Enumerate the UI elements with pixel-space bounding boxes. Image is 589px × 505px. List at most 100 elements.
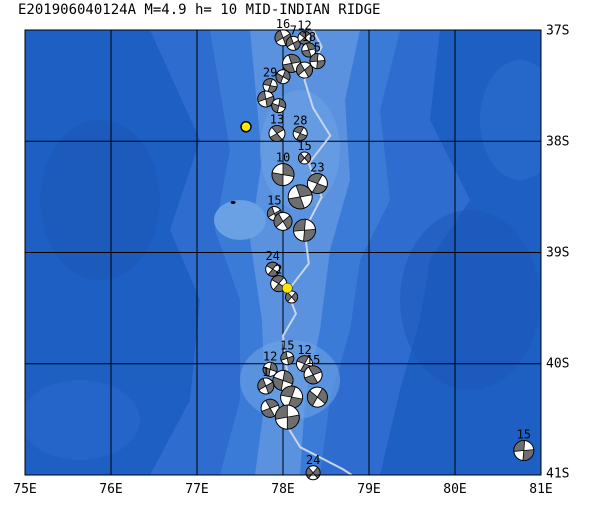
- beachball[interactable]: [291, 124, 309, 142]
- event-depth-label: 5: [314, 41, 321, 55]
- beachball-compression: [303, 228, 316, 242]
- beachball[interactable]: [285, 290, 299, 304]
- event-depth-label: 16: [276, 17, 290, 31]
- x-tick-label: 75E: [13, 482, 37, 497]
- beachball-compression: [291, 291, 299, 303]
- beachball-compression: [296, 132, 308, 141]
- beachball-compression: [316, 60, 326, 70]
- map-frame: [24, 29, 542, 476]
- x-tick-label: 76E: [99, 482, 123, 497]
- beachball[interactable]: [270, 400, 304, 434]
- beachball[interactable]: [510, 436, 538, 464]
- beachball-compression: [271, 102, 280, 114]
- beachball[interactable]: [284, 180, 317, 213]
- event-depth-label: 13: [270, 112, 284, 126]
- beachball-compression: [513, 440, 526, 452]
- beachball-compression: [272, 376, 284, 391]
- beachball[interactable]: [277, 382, 307, 412]
- beachball-compression: [522, 449, 535, 461]
- beachball-compression: [274, 404, 288, 420]
- event-depth-label: 28: [293, 113, 307, 127]
- beachball-compression: [305, 42, 317, 51]
- beachball-compression: [282, 215, 293, 230]
- event-depth-label: 23: [310, 161, 324, 175]
- x-tick-label: 80E: [443, 482, 467, 497]
- beachball[interactable]: [299, 40, 318, 59]
- beachball-compression: [271, 172, 284, 187]
- beachball-compression: [269, 132, 283, 142]
- beachball-compression: [285, 36, 294, 48]
- beachball-compression: [267, 206, 275, 218]
- beachball[interactable]: [268, 124, 287, 143]
- beachball[interactable]: [273, 211, 294, 232]
- beachball[interactable]: [306, 386, 329, 409]
- x-tick-label: 78E: [271, 482, 295, 497]
- beachball-compression: [303, 152, 311, 164]
- event-depth-label: 12: [263, 349, 277, 363]
- event-depth-label: 12: [297, 343, 311, 357]
- beachball-compression: [316, 387, 328, 405]
- y-tick-label: 39S: [546, 245, 570, 261]
- beachball-compression: [262, 78, 274, 87]
- beachball-compression: [271, 275, 285, 285]
- beachball[interactable]: [268, 159, 299, 190]
- beachball[interactable]: [295, 61, 314, 80]
- beachball-compression: [275, 72, 284, 84]
- event-depth-label: 15: [280, 339, 294, 353]
- beachball[interactable]: [289, 215, 320, 246]
- beachball-compression: [307, 173, 323, 185]
- beachball-compression: [298, 30, 311, 39]
- beachball-compression: [257, 377, 267, 391]
- beachball-compression: [267, 268, 280, 277]
- ridge-seamount-area: [214, 200, 266, 240]
- event-depth-label: 2: [275, 263, 282, 277]
- beachball[interactable]: [259, 397, 282, 420]
- beachball-compression: [282, 69, 291, 81]
- beachball[interactable]: [305, 465, 321, 481]
- beachball-compression: [296, 355, 310, 365]
- event-depth-label: 15: [306, 353, 320, 367]
- beachball[interactable]: [256, 376, 277, 397]
- beachball-compression: [280, 351, 288, 361]
- map-title: E201906040124A M=4.9 h= 10 MID-INDIAN RI…: [18, 2, 381, 18]
- x-tick-label: 77E: [185, 482, 209, 497]
- beachball-compression: [286, 414, 300, 430]
- y-tick-label: 40S: [546, 356, 570, 372]
- beachball-compression: [278, 98, 287, 109]
- beachball[interactable]: [269, 96, 288, 115]
- beachball[interactable]: [265, 261, 281, 277]
- beachball[interactable]: [278, 349, 296, 367]
- event-depth-label: 24: [265, 249, 279, 263]
- beachball-compression: [296, 62, 306, 76]
- beachball-compression: [266, 261, 278, 270]
- event-depth-label: 10: [276, 151, 290, 165]
- beachball-compression: [307, 390, 318, 407]
- event-depth-label: 15: [517, 428, 531, 442]
- main-event-marker: [282, 282, 293, 294]
- beachball-compression: [293, 126, 305, 134]
- beachball-compression: [303, 64, 313, 78]
- beachball-compression: [271, 125, 285, 134]
- beachball[interactable]: [261, 360, 280, 379]
- y-tick-label: 38S: [546, 134, 570, 150]
- beachball[interactable]: [302, 363, 325, 386]
- island-marker: [240, 121, 252, 133]
- beachball[interactable]: [261, 76, 280, 95]
- beachball[interactable]: [274, 68, 292, 86]
- beachball[interactable]: [298, 151, 311, 165]
- beachball-compression: [262, 366, 271, 377]
- seamount-islands: [230, 121, 252, 204]
- beachball-compression: [257, 90, 267, 103]
- beachball-compression: [265, 381, 275, 395]
- beachball-compression: [287, 196, 305, 210]
- beachball-compression: [265, 398, 280, 409]
- x-tick-label: 79E: [357, 482, 381, 497]
- beachball-compression: [298, 152, 306, 164]
- beachball-compression: [311, 183, 328, 194]
- beachball[interactable]: [305, 171, 331, 197]
- beachball-compression: [304, 374, 319, 385]
- beachball-compression: [269, 361, 278, 373]
- beachball[interactable]: [284, 34, 302, 52]
